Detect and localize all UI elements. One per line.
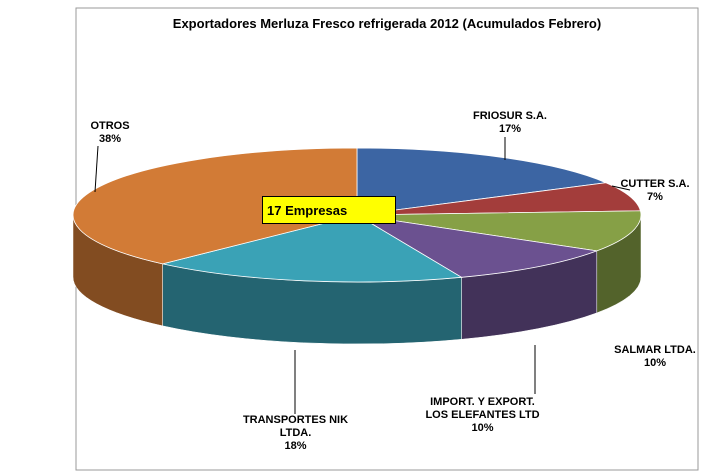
slice (356, 210, 642, 252)
category-label: OTROS (90, 120, 130, 132)
value-label: 7% (647, 191, 663, 203)
slice (356, 182, 641, 216)
slice-label: TRANSPORTES NIK LTDA. 18% (238, 414, 353, 453)
slice-label: OTROS 38% (70, 120, 150, 146)
category-label: FRIOSUR S.A. (473, 110, 547, 122)
value-label: 10% (643, 357, 667, 369)
slice (356, 214, 597, 278)
slice (72, 147, 358, 265)
value-label: 17% (498, 123, 522, 135)
slice (356, 147, 608, 216)
value-label: 18% (284, 440, 307, 452)
category-label: CUTTER S.A. (620, 178, 690, 190)
value-label: 10% (471, 422, 494, 434)
slice-label: FRIOSUR S.A. 17% (455, 110, 565, 136)
slice-label: SALMAR LTDA. 10% (600, 344, 709, 370)
value-label: 38% (98, 133, 122, 145)
leader-line (94, 145, 99, 193)
category-label: TRANSPORTES NIK LTDA. (242, 414, 349, 439)
annotation: 17 Empresas (262, 196, 396, 224)
category-label: SALMAR LTDA. (614, 344, 696, 356)
slice-label: CUTTER S.A. 7% (615, 178, 695, 204)
slice (162, 214, 463, 283)
leader-line (611, 185, 631, 191)
chart-title: Exportadores Merluza Fresco refrigerada … (172, 16, 602, 31)
slice-label: IMPORT. Y EXPORT. LOS ELEFANTES LTD 10% (420, 396, 545, 435)
category-label: IMPORT. Y EXPORT. LOS ELEFANTES LTD (425, 396, 540, 421)
